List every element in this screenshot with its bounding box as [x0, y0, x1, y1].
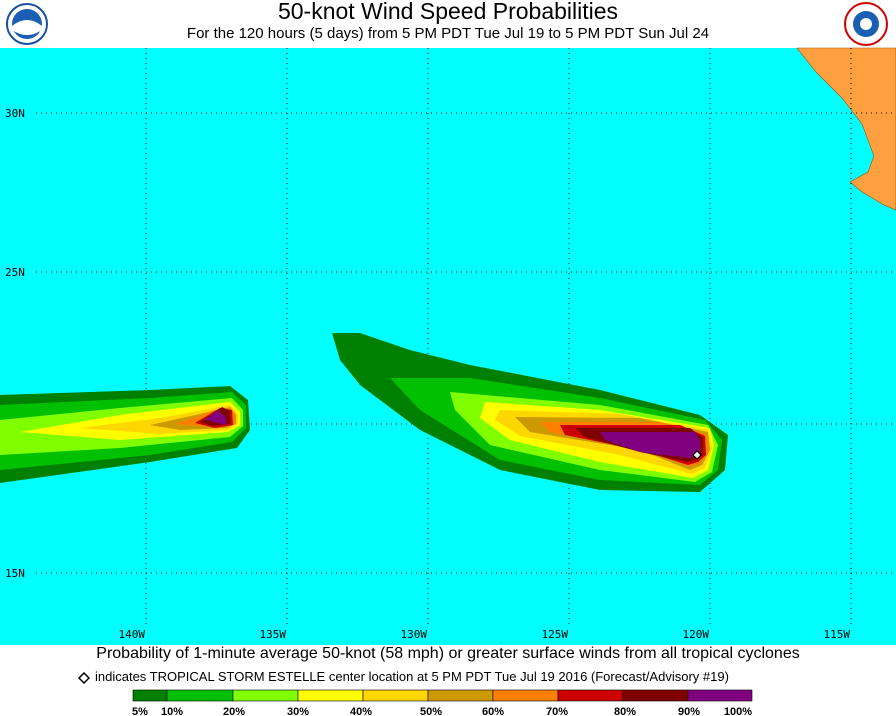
swath-west — [0, 386, 250, 483]
lon-label: 130W — [401, 628, 428, 641]
lon-label: 135W — [260, 628, 287, 641]
legend: 5% 10% 20% 30% 40% 50% 60% 70% 80% 90% 100% — [132, 689, 753, 716]
legend-swatch — [427, 689, 494, 702]
storm-center — [692, 450, 702, 460]
legend-label: 100% — [724, 706, 752, 716]
noaa-logo — [6, 3, 48, 45]
legend-label: 50% — [420, 706, 442, 716]
legend-label: 10% — [161, 706, 183, 716]
legend-swatch — [687, 689, 753, 702]
legend-swatch — [622, 689, 689, 702]
lon-label: 125W — [542, 628, 569, 641]
legend-label: 5% — [132, 706, 148, 716]
legend-label: 30% — [287, 706, 309, 716]
ocean — [0, 48, 896, 645]
legend-label: 70% — [546, 706, 568, 716]
lon-label: 140W — [119, 628, 146, 641]
legend-swatch — [557, 689, 624, 702]
legend-swatch — [132, 689, 168, 702]
title: 50-knot Wind Speed Probabilities — [278, 0, 618, 24]
legend-label: 40% — [350, 706, 372, 716]
caption: Probability of 1-minute average 50-knot … — [96, 645, 799, 662]
lon-label: 115W — [824, 628, 851, 641]
legend-label: 80% — [614, 706, 636, 716]
legend-swatch — [166, 689, 234, 702]
legend-swatch — [492, 689, 559, 702]
nws-logo — [844, 2, 888, 46]
lat-label: 30N — [5, 107, 25, 120]
subtitle: For the 120 hours (5 days) from 5 PM PDT… — [187, 25, 709, 42]
legend-swatch — [362, 689, 429, 702]
lon-label: 120W — [683, 628, 710, 641]
lat-label: 15N — [5, 567, 25, 580]
swath-estelle — [332, 333, 728, 492]
legend-label: 60% — [482, 706, 504, 716]
land — [796, 47, 896, 211]
legend-label: 20% — [223, 706, 245, 716]
note: indicates TROPICAL STORM ESTELLE center … — [95, 669, 729, 684]
legend-swatch — [297, 689, 364, 702]
lat-label: 25N — [5, 266, 25, 279]
diamond-icon — [77, 671, 91, 685]
legend-swatch — [232, 689, 299, 702]
legend-label: 90% — [678, 706, 700, 716]
